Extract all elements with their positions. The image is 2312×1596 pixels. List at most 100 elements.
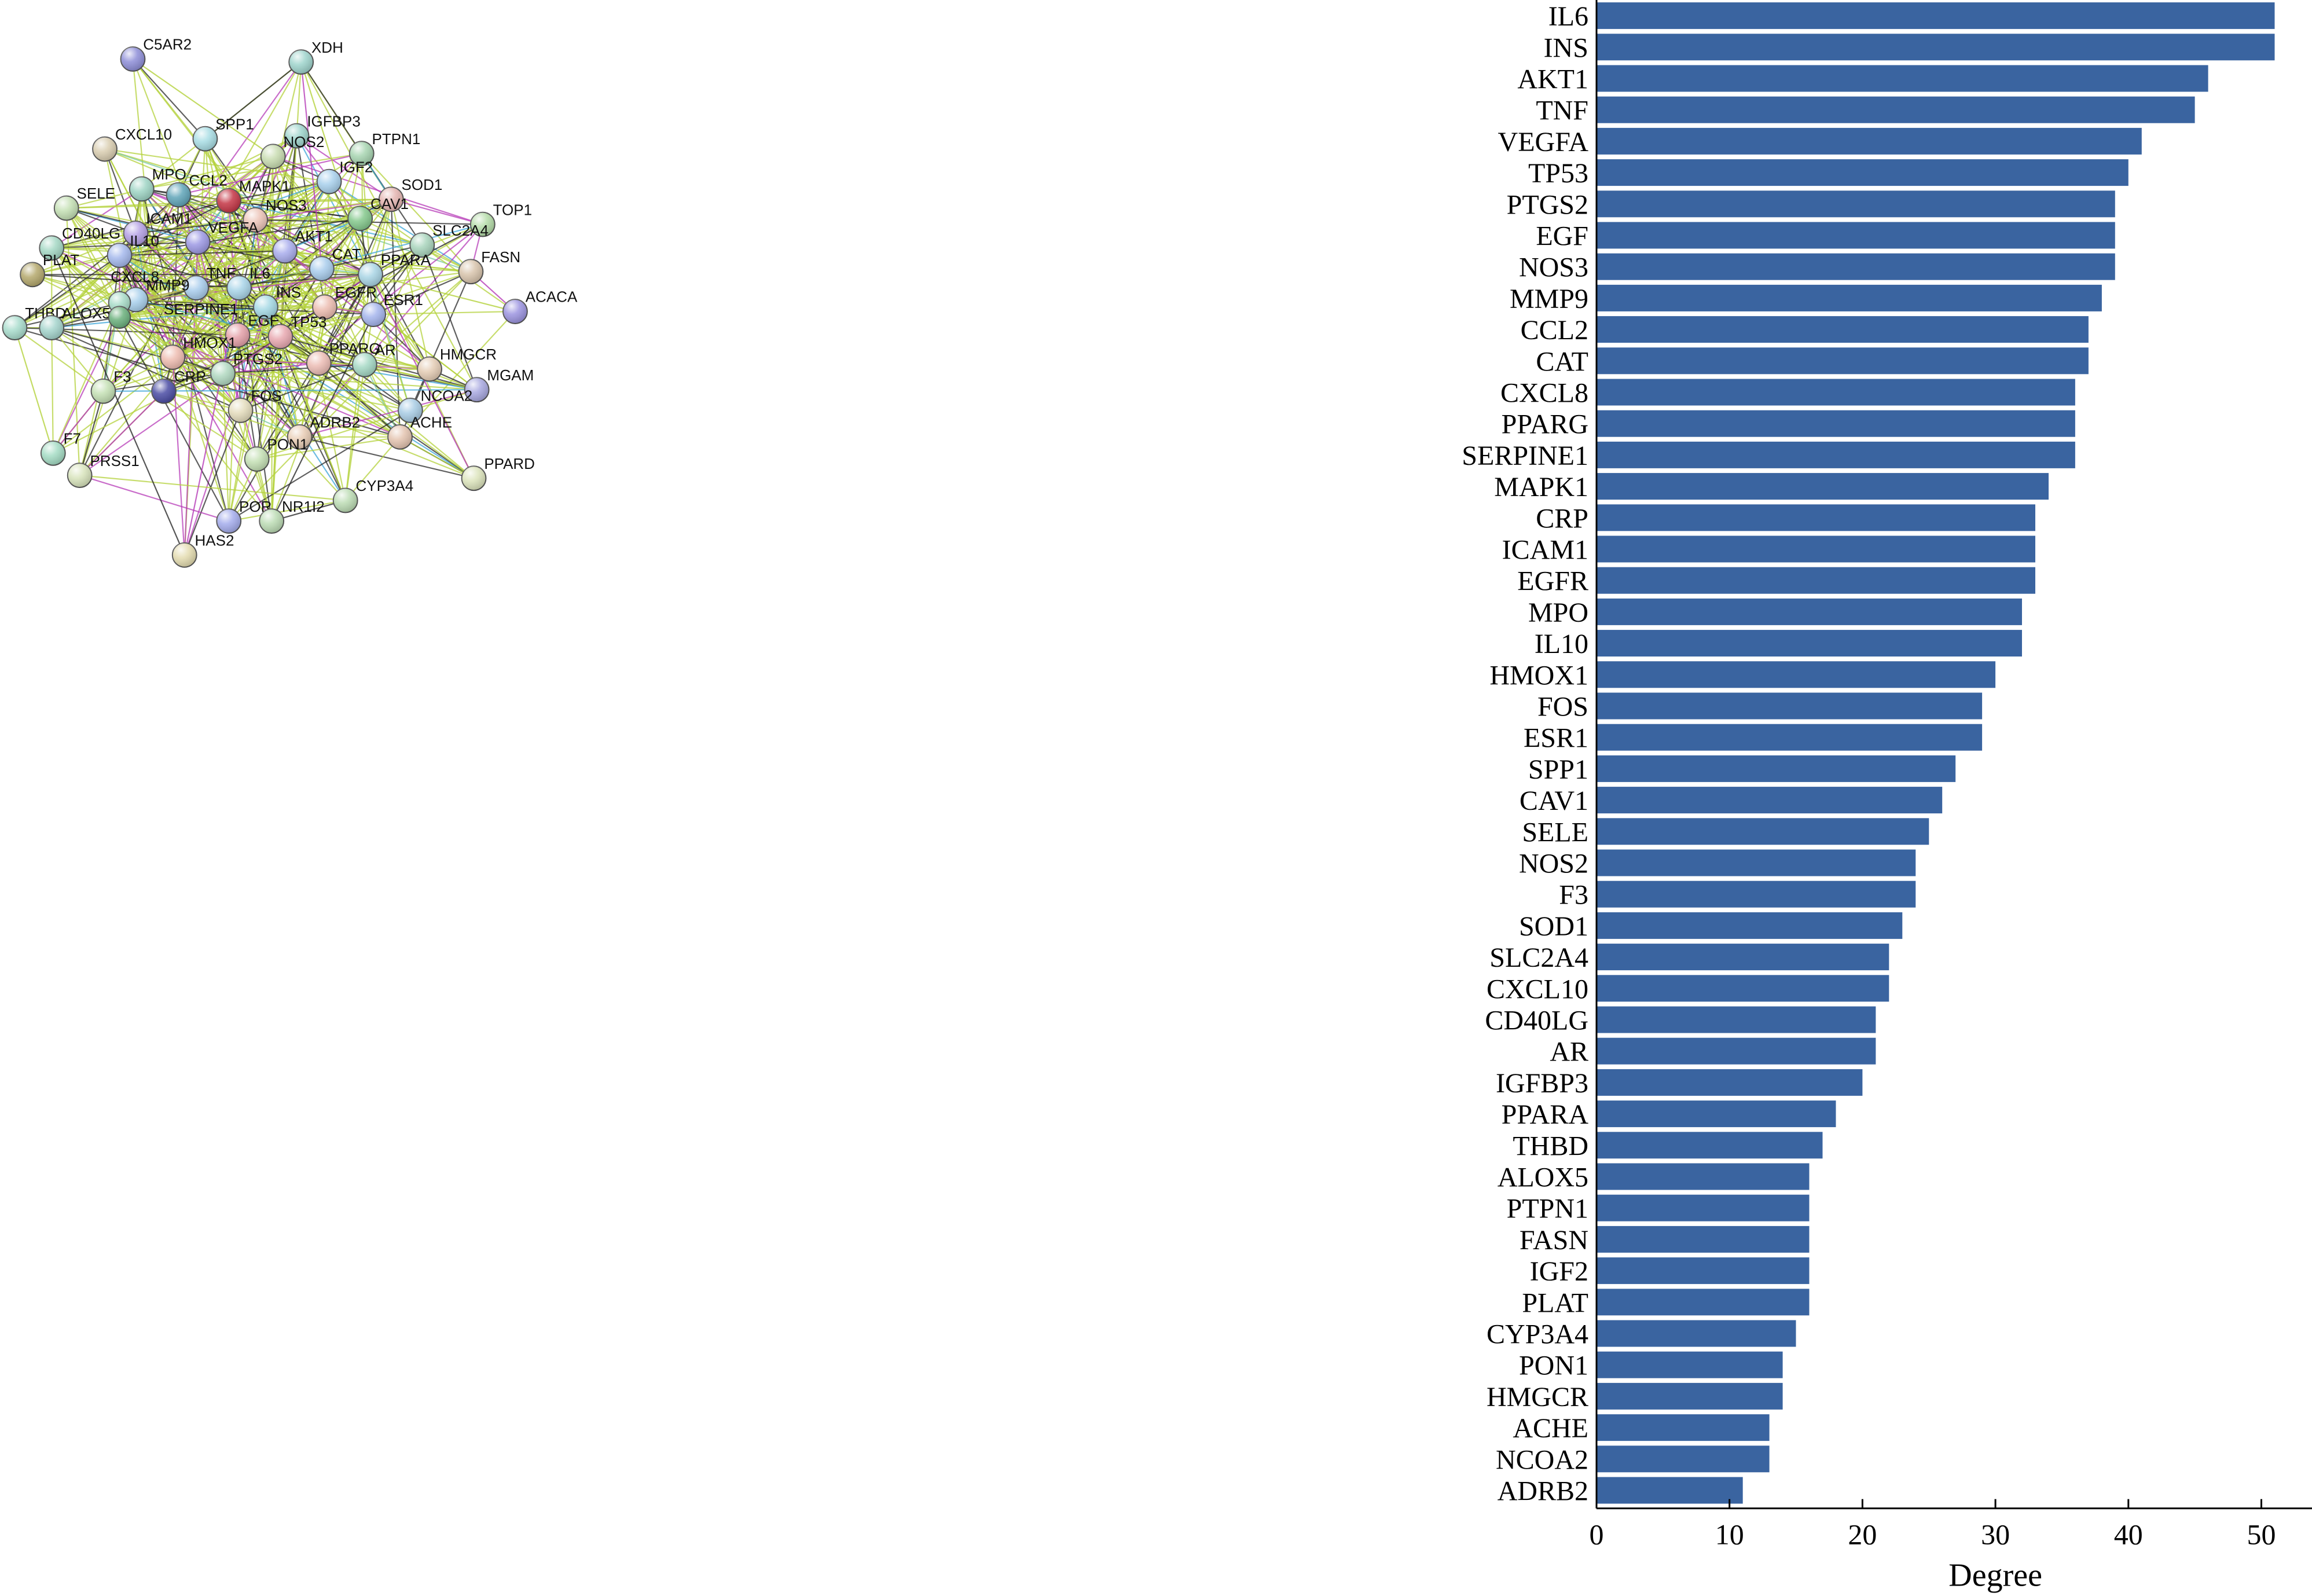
node-igfbp3[interactable]: IGFBP3: [284, 112, 361, 149]
node-slc2a4[interactable]: SLC2A4: [409, 222, 489, 258]
node-plat[interactable]: PLAT: [20, 251, 79, 288]
node-c5ar2[interactable]: C5AR2: [120, 36, 192, 72]
bar-tp53: [1597, 159, 2128, 186]
node-highlight: [129, 177, 154, 201]
node-ppard[interactable]: PPARD: [461, 455, 535, 491]
node-sod1[interactable]: SOD1: [378, 176, 442, 212]
node-cyp3a4[interactable]: CYP3A4: [332, 477, 413, 513]
node-f3[interactable]: F3: [90, 368, 131, 404]
node-fasn[interactable]: FASN: [458, 248, 521, 285]
node-has2[interactable]: HAS2: [171, 531, 234, 568]
node-ins[interactable]: INS: [253, 284, 301, 320]
node-label: IL10: [130, 232, 159, 250]
node-spp1[interactable]: SPP1: [192, 115, 254, 152]
node-cat[interactable]: CAT: [309, 245, 361, 282]
node-highlight: [273, 239, 298, 263]
node-igf2[interactable]: IGF2: [316, 158, 373, 195]
x-tick-label: 20: [1848, 1518, 1877, 1551]
node-xdh[interactable]: XDH: [288, 39, 343, 75]
network-nodes: C5AR2 XDH SPP1 IGFBP3 CXCL10 NOS2 PTPN1 IGF2 MPO…: [2, 36, 578, 568]
node-acaca[interactable]: ACACA: [502, 288, 578, 324]
bar-cxcl8: [1597, 379, 2075, 406]
node-highlight: [172, 542, 197, 567]
node-adrb2[interactable]: ADRB2: [287, 413, 360, 450]
node-pparg[interactable]: PPARG: [306, 340, 381, 376]
bar-pparg: [1597, 410, 2075, 437]
network-edge: [163, 306, 266, 392]
bar-mpo: [1597, 598, 2022, 625]
node-crp[interactable]: CRP: [151, 368, 206, 404]
network-edge: [135, 299, 325, 308]
node-f7[interactable]: F7: [40, 430, 81, 466]
network-edge: [79, 475, 346, 501]
network-edge: [222, 373, 477, 391]
node-ccl2[interactable]: CCL2: [166, 171, 227, 208]
bar-label-pon1: PON1: [1519, 1351, 1588, 1381]
network-edge: [32, 274, 120, 303]
node-fos[interactable]: FOS: [227, 387, 282, 423]
node-ptpn1[interactable]: PTPN1: [348, 130, 420, 167]
network-edge: [373, 244, 423, 315]
node-il6[interactable]: IL6: [226, 265, 270, 301]
node-label: PPARA: [381, 251, 431, 269]
node-highlight: [54, 196, 79, 221]
network-edge: [373, 310, 515, 315]
network-edge: [79, 390, 164, 476]
node-ar[interactable]: AR: [351, 342, 396, 377]
node-vegfa[interactable]: VEGFA: [185, 219, 259, 255]
node-esr1[interactable]: ESR1: [361, 291, 423, 328]
network-edge: [296, 135, 392, 200]
node-highlight: [41, 441, 65, 465]
network-edge: [119, 306, 325, 318]
node-tnf[interactable]: TNF: [184, 265, 236, 301]
node-hmgcr[interactable]: HMGCR: [417, 346, 497, 382]
node-mapk1[interactable]: MAPK1: [216, 177, 290, 214]
node-ppara[interactable]: PPARA: [358, 251, 431, 288]
node-tp53[interactable]: TP53: [267, 313, 327, 350]
node-highlight: [184, 276, 209, 300]
node-ptgs2[interactable]: PTGS2: [210, 350, 282, 387]
node-cxcl10[interactable]: CXCL10: [92, 126, 172, 162]
node-icam1[interactable]: ICAM1: [123, 210, 192, 246]
network-edge: [141, 188, 285, 252]
node-highlight: [349, 141, 374, 166]
node-egf[interactable]: EGF: [225, 312, 279, 348]
network-edge: [66, 207, 285, 252]
network-edge: [369, 199, 392, 275]
bar-label-pparg: PPARG: [1502, 409, 1588, 440]
node-mmp9[interactable]: MMP9: [123, 276, 190, 313]
node-pon1[interactable]: PON1: [244, 436, 308, 472]
bar-icam1: [1597, 535, 2035, 563]
node-label: FASN: [481, 248, 520, 266]
node-label: CXCL8: [111, 268, 159, 285]
node-il10[interactable]: IL10: [107, 232, 159, 269]
node-top1[interactable]: TOP1: [469, 201, 532, 237]
network-edge: [300, 61, 411, 411]
node-label: IGF2: [339, 158, 373, 175]
node-cav1[interactable]: CAV1: [347, 195, 409, 232]
node-ache[interactable]: ACHE: [387, 413, 452, 450]
network-edge: [318, 362, 477, 391]
node-nos2[interactable]: NOS2: [260, 133, 324, 170]
node-prss1[interactable]: PRSS1: [67, 452, 140, 489]
node-hmox1[interactable]: HMOX1: [160, 334, 237, 370]
node-label: INS: [276, 284, 301, 301]
node-highlight: [20, 262, 45, 287]
node-sele[interactable]: SELE: [53, 185, 115, 221]
node-egfr[interactable]: EGFR: [312, 284, 377, 320]
node-highlight: [120, 47, 145, 71]
bar-serpine1: [1597, 441, 2075, 468]
bar-label-mapk1: MAPK1: [1494, 472, 1588, 502]
node-alox5[interactable]: ALOX5: [39, 304, 111, 341]
node-mpo[interactable]: MPO: [129, 166, 186, 202]
node-akt1[interactable]: AKT1: [272, 228, 333, 264]
node-label: PLAT: [43, 251, 79, 269]
node-ncoa2[interactable]: NCOA2: [397, 387, 472, 423]
node-nr1i2[interactable]: NR1I2: [259, 498, 325, 534]
node-mgam[interactable]: MGAM: [464, 366, 534, 403]
node-nos3[interactable]: NOS3: [243, 197, 307, 233]
node-serpine1[interactable]: SERPINE1: [108, 300, 238, 329]
network-edge: [135, 250, 285, 300]
bar-ins: [1597, 34, 2275, 61]
node-cd40lg[interactable]: CD40LG: [39, 225, 120, 261]
